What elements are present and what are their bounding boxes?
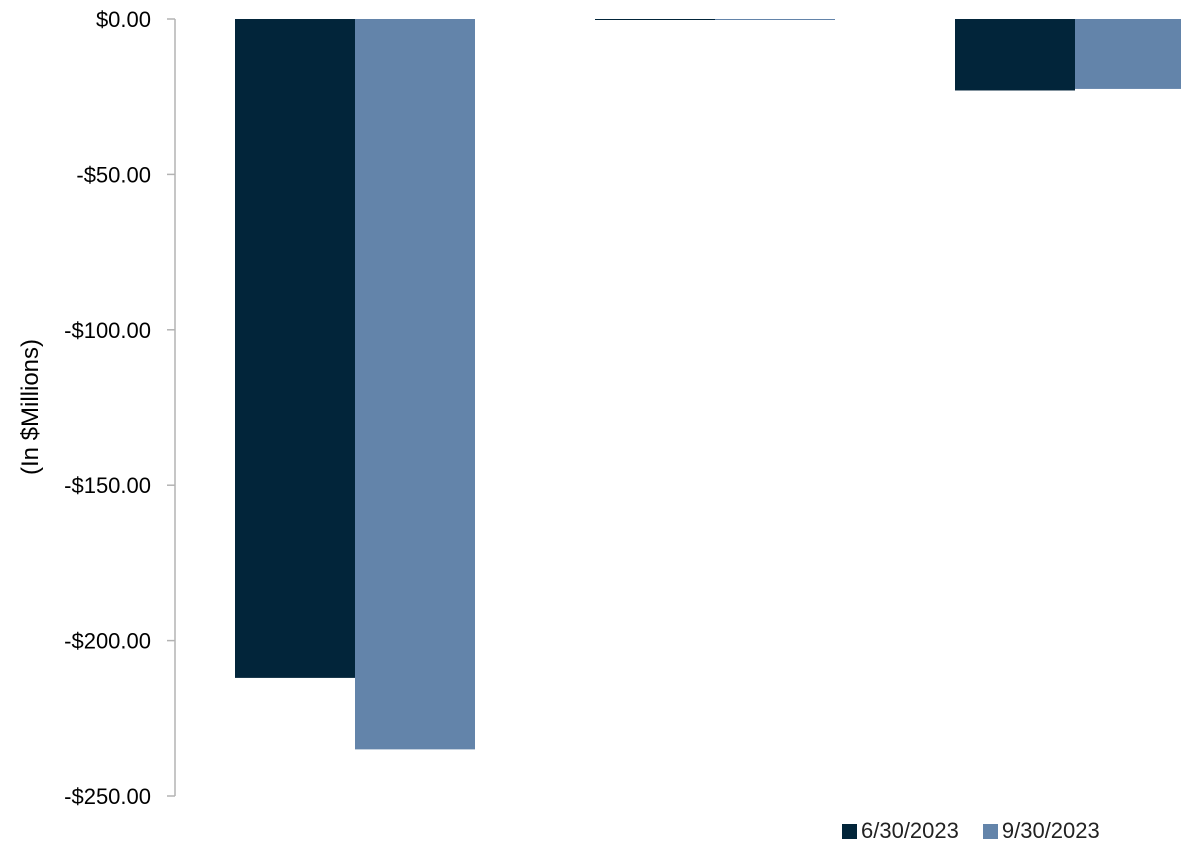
legend-item-series-2: 9/30/2023 (982, 818, 1100, 844)
y-tick-label: -$250.00 (64, 784, 151, 809)
bar-series-1-category-2 (595, 19, 715, 20)
y-axis-title: (In $Millions) (17, 339, 44, 475)
legend-item-series-1: 6/30/2023 (842, 818, 959, 844)
bar-series-2-category-1 (355, 19, 475, 750)
y-tick-label: -$200.00 (64, 629, 151, 654)
bar-series-2-category-3 (1075, 19, 1181, 89)
bars-group (235, 19, 1181, 750)
y-tick-label: -$50.00 (76, 162, 151, 187)
legend-label-series-1: 6/30/2023 (861, 818, 959, 843)
y-axis-ticks: $0.00 -$50.00 -$100.00 -$150.00 -$200.00 -$25… (64, 7, 175, 809)
legend-swatch-series-1 (842, 823, 857, 839)
bar-series-2-category-2 (715, 19, 835, 20)
legend: 6/30/2023 9/30/2023 (842, 818, 1100, 844)
bar-series-1-category-3 (955, 19, 1075, 91)
legend-label-series-2: 9/30/2023 (1001, 818, 1100, 843)
y-tick-label: -$100.00 (64, 318, 151, 343)
y-tick-label: -$150.00 (64, 473, 151, 498)
y-tick-label: $0.00 (96, 7, 151, 32)
legend-swatch-series-2 (982, 823, 998, 839)
bar-series-1-category-1 (235, 19, 355, 678)
